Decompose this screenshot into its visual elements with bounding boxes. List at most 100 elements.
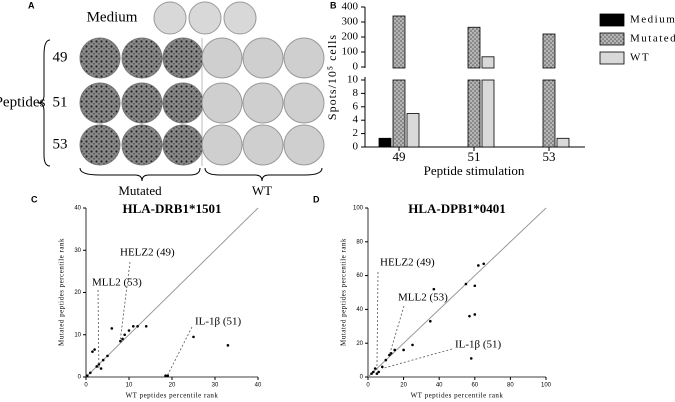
- y-tick-label: 30: [74, 248, 81, 254]
- point: [411, 343, 414, 347]
- well: [242, 82, 284, 124]
- row-label: 51: [53, 94, 68, 110]
- bar: [392, 15, 406, 69]
- point: [393, 348, 397, 352]
- x-tick-label: 30: [212, 383, 219, 389]
- point: [132, 325, 135, 328]
- leader-line: [382, 348, 453, 369]
- well: [283, 82, 325, 124]
- leader-line: [376, 271, 379, 372]
- group-label: Mutated: [118, 183, 162, 198]
- well: [201, 82, 243, 124]
- legend-swatch: [599, 13, 625, 27]
- y-tick-label: 40: [74, 206, 81, 212]
- well: [283, 124, 325, 166]
- y-tick-label: 20: [74, 290, 81, 296]
- y-tick-label: 0: [360, 375, 364, 381]
- y-axis-label: Mutated peptides percentile rank: [58, 238, 66, 346]
- panel-label: B: [330, 0, 337, 10]
- x-tick-label: 49: [393, 149, 406, 164]
- point: [91, 350, 94, 353]
- bar: [481, 56, 495, 69]
- well: [121, 124, 163, 166]
- well: [283, 37, 325, 79]
- bar: [467, 26, 481, 69]
- chart-title: HLA-DPB1*0401: [408, 201, 506, 216]
- y-tick-label: 60: [356, 273, 363, 279]
- x-tick-label: 100: [541, 383, 552, 389]
- y-tick-label: 0: [78, 375, 82, 381]
- brace: [204, 167, 323, 182]
- well: [201, 37, 243, 79]
- annotation: IL-1β (51): [195, 316, 242, 328]
- legend-swatch: [599, 32, 625, 46]
- point: [380, 365, 384, 369]
- bar: [467, 79, 481, 148]
- point: [144, 325, 148, 328]
- well: [188, 1, 222, 35]
- bar: [392, 79, 406, 148]
- point: [226, 344, 230, 347]
- point: [469, 357, 473, 360]
- point: [89, 371, 92, 375]
- leader-line: [388, 305, 405, 356]
- y-tick-label: 0: [353, 61, 359, 73]
- panel-label: C: [31, 194, 38, 204]
- annotation: IL-1β (51): [455, 339, 502, 351]
- well: [242, 124, 284, 166]
- point: [375, 372, 379, 375]
- legend-label: Mutated: [630, 33, 675, 45]
- brace: [37, 39, 51, 167]
- point: [101, 358, 105, 362]
- point: [429, 319, 432, 323]
- medium-label: Medium: [87, 9, 138, 25]
- point: [468, 314, 471, 318]
- point: [432, 287, 436, 291]
- well: [162, 82, 204, 124]
- well: [242, 37, 284, 79]
- point: [377, 370, 380, 374]
- x-axis-label: WT peptides percentile rank: [411, 392, 504, 400]
- x-axis-label: Peptide stimulation: [424, 163, 525, 178]
- x-tick-label: 20: [169, 383, 176, 389]
- point: [166, 374, 169, 378]
- y-tick-label: 4: [353, 114, 359, 126]
- point: [464, 282, 468, 286]
- bar: [556, 137, 570, 148]
- y-tick-label: 40: [356, 307, 363, 313]
- chart-title: HLA-DRB1*1501: [123, 201, 222, 216]
- annotation: HELZ2 (49): [380, 257, 435, 269]
- well: [201, 124, 243, 166]
- y-tick-label: 20: [356, 341, 363, 347]
- y-tick-label: 400: [342, 1, 359, 13]
- group-label: WT: [252, 183, 272, 198]
- point: [121, 337, 124, 341]
- point: [164, 374, 167, 378]
- legend-label: WT: [630, 52, 650, 64]
- x-tick-label: 20: [400, 383, 407, 389]
- point: [388, 353, 391, 357]
- x-tick-label: 40: [255, 383, 262, 389]
- point: [85, 374, 89, 378]
- y-tick-label: 2: [353, 127, 359, 139]
- point: [106, 354, 109, 358]
- y-tick-label: 100: [353, 206, 364, 212]
- well: [162, 124, 204, 166]
- point: [136, 325, 139, 328]
- x-tick-label: 51: [468, 149, 481, 164]
- well: [153, 1, 187, 35]
- bar: [542, 79, 556, 148]
- point: [93, 348, 96, 351]
- x-tick-label: 0: [366, 383, 370, 389]
- annotation: MLL2 (53): [92, 277, 142, 289]
- point: [482, 262, 486, 266]
- point: [389, 352, 393, 355]
- x-axis-label: WT peptides percentile rank: [126, 392, 219, 400]
- x-tick-label: 53: [543, 149, 556, 164]
- legend-label: Medium: [630, 14, 675, 26]
- point: [192, 335, 195, 339]
- row-label: 49: [53, 49, 68, 65]
- y-tick-label: 300: [342, 16, 359, 28]
- well: [79, 124, 121, 166]
